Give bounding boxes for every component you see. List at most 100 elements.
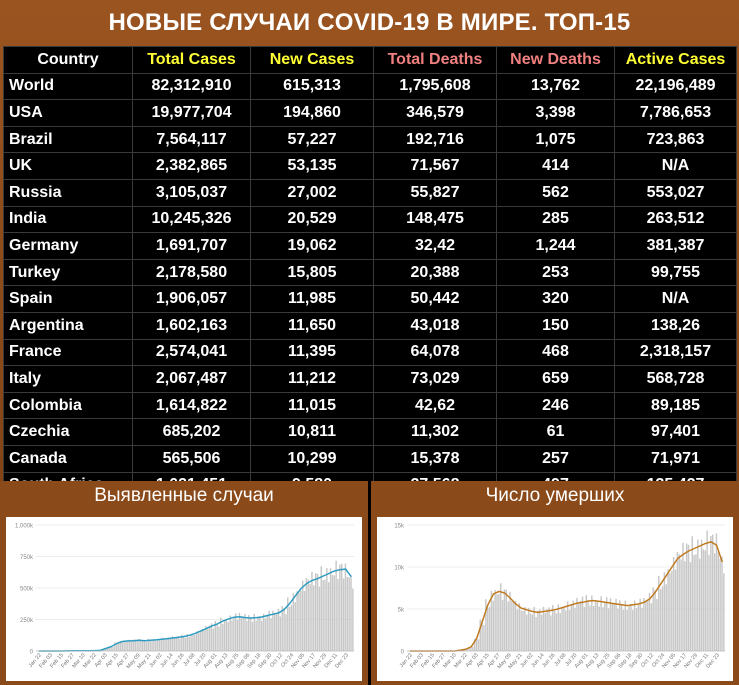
cell-new-deaths: 246	[496, 391, 615, 420]
chart-bar	[143, 640, 146, 651]
chart-bar	[659, 589, 662, 651]
chart-bar	[166, 637, 168, 651]
table-row: India 10,245,326 20,529 148,475 285 263,512	[3, 205, 737, 234]
chart-bar	[466, 649, 468, 651]
chart-bar	[203, 630, 205, 651]
cell-new-cases: 11,650	[250, 311, 374, 340]
chart-bar	[223, 620, 226, 651]
cell-total-deaths: 346,579	[373, 99, 497, 127]
chart-bar	[615, 598, 617, 651]
cell-country: Colombia	[3, 391, 133, 420]
chart-bar	[344, 563, 347, 651]
chart-bar	[509, 591, 511, 651]
chart-bar	[483, 625, 485, 651]
chart-bar	[550, 615, 552, 651]
chart-bar	[227, 622, 230, 651]
chart-bar	[717, 551, 720, 651]
cell-total-cases: 10,245,326	[132, 205, 251, 234]
cell-country: Italy	[3, 365, 133, 393]
page-title: НОВЫЕ СЛУЧАИ COVID-19 В МИРЕ. ТОП-15	[108, 9, 631, 36]
chart-bar	[238, 612, 241, 651]
chart-bar	[162, 637, 164, 651]
chart-bar	[151, 641, 153, 651]
cell-total-deaths: 55,827	[373, 178, 497, 207]
chart-bar	[658, 575, 660, 651]
chart-bar	[637, 605, 640, 651]
panel-divider	[368, 481, 371, 685]
chart-bar	[130, 641, 133, 651]
chart-bar	[318, 586, 321, 651]
chart-bar	[684, 561, 686, 651]
table-row: Turkey 2,178,580 15,805 20,388 253 99,755	[3, 258, 737, 287]
chart-bar	[613, 604, 615, 651]
cell-total-cases: 565,506	[132, 444, 251, 473]
chart-bar	[542, 606, 545, 651]
chart-bar	[132, 639, 135, 651]
cell-new-cases: 10,811	[250, 418, 374, 446]
table-row: Czechia 685,202 10,811 11,302 61 97,401	[3, 418, 737, 446]
chart-bar	[693, 554, 695, 651]
cell-new-deaths: 61	[496, 418, 615, 446]
chart-bar	[305, 578, 308, 651]
chart-bar	[540, 614, 543, 651]
cell-new-deaths: 562	[496, 178, 615, 207]
chart-bar	[665, 584, 667, 651]
chart-bar	[272, 610, 274, 651]
cell-active-cases: N/A	[614, 152, 737, 180]
y-tick-label: 10k	[394, 566, 405, 572]
chart-bar	[153, 638, 155, 651]
chart-bar	[316, 573, 319, 651]
chart-bar	[210, 623, 213, 651]
chart-bar	[578, 603, 580, 651]
table-row: Brazil 7,564,117 57,227 192,716 1,075 723,863	[3, 125, 737, 154]
chart-bar	[173, 638, 176, 651]
chart-bar	[674, 569, 677, 651]
chart-bar	[527, 607, 530, 651]
chart-bar	[689, 562, 692, 651]
chart-bar	[216, 624, 218, 651]
chart-bar	[234, 613, 237, 651]
cell-active-cases: 89,185	[614, 391, 737, 420]
chart-bar	[225, 618, 228, 651]
chart-bar	[583, 606, 586, 651]
chart-bar	[468, 647, 470, 651]
cell-new-deaths: 1,075	[496, 125, 615, 154]
chart-bar	[479, 619, 481, 651]
chart-bar	[188, 637, 190, 651]
cell-total-cases: 1,614,822	[132, 391, 251, 420]
y-tick-label: 750k	[20, 555, 34, 561]
chart-bar	[270, 618, 272, 651]
chart-bar	[602, 607, 604, 651]
cell-new-deaths: 3,398	[496, 99, 615, 127]
cell-total-deaths: 192,716	[373, 125, 497, 154]
cell-active-cases: 71,971	[614, 444, 737, 473]
chart-bar	[104, 648, 107, 651]
chart-bar	[138, 639, 140, 651]
chart-bar	[119, 641, 122, 651]
chart-bar	[600, 596, 602, 651]
chart-bar	[680, 559, 682, 651]
chart-bar	[169, 638, 172, 651]
chart-bar	[350, 575, 352, 651]
cell-total-deaths: 73,029	[373, 365, 497, 393]
chart-bar	[650, 603, 653, 651]
cell-total-cases: 2,067,487	[132, 365, 251, 393]
chart-bar	[160, 639, 163, 651]
chart-bar	[342, 578, 345, 651]
cell-country: Argentina	[3, 311, 133, 340]
chart-bar	[522, 611, 524, 651]
chart-bar	[533, 606, 535, 651]
chart-bar	[626, 609, 628, 651]
y-tick-label: 500k	[20, 587, 34, 593]
chart-bar	[721, 556, 723, 651]
chart-bar	[624, 600, 627, 651]
chart-bar	[611, 602, 614, 651]
chart-bar	[231, 620, 233, 651]
chart-bar	[246, 620, 248, 651]
deaths-panel: Число умерших 15k 10k 5k 0 Jan 22 Feb 03 Feb 1…	[371, 481, 739, 685]
chart-bar	[607, 608, 610, 651]
chart-bar	[142, 640, 144, 651]
chart-bar	[498, 593, 500, 651]
